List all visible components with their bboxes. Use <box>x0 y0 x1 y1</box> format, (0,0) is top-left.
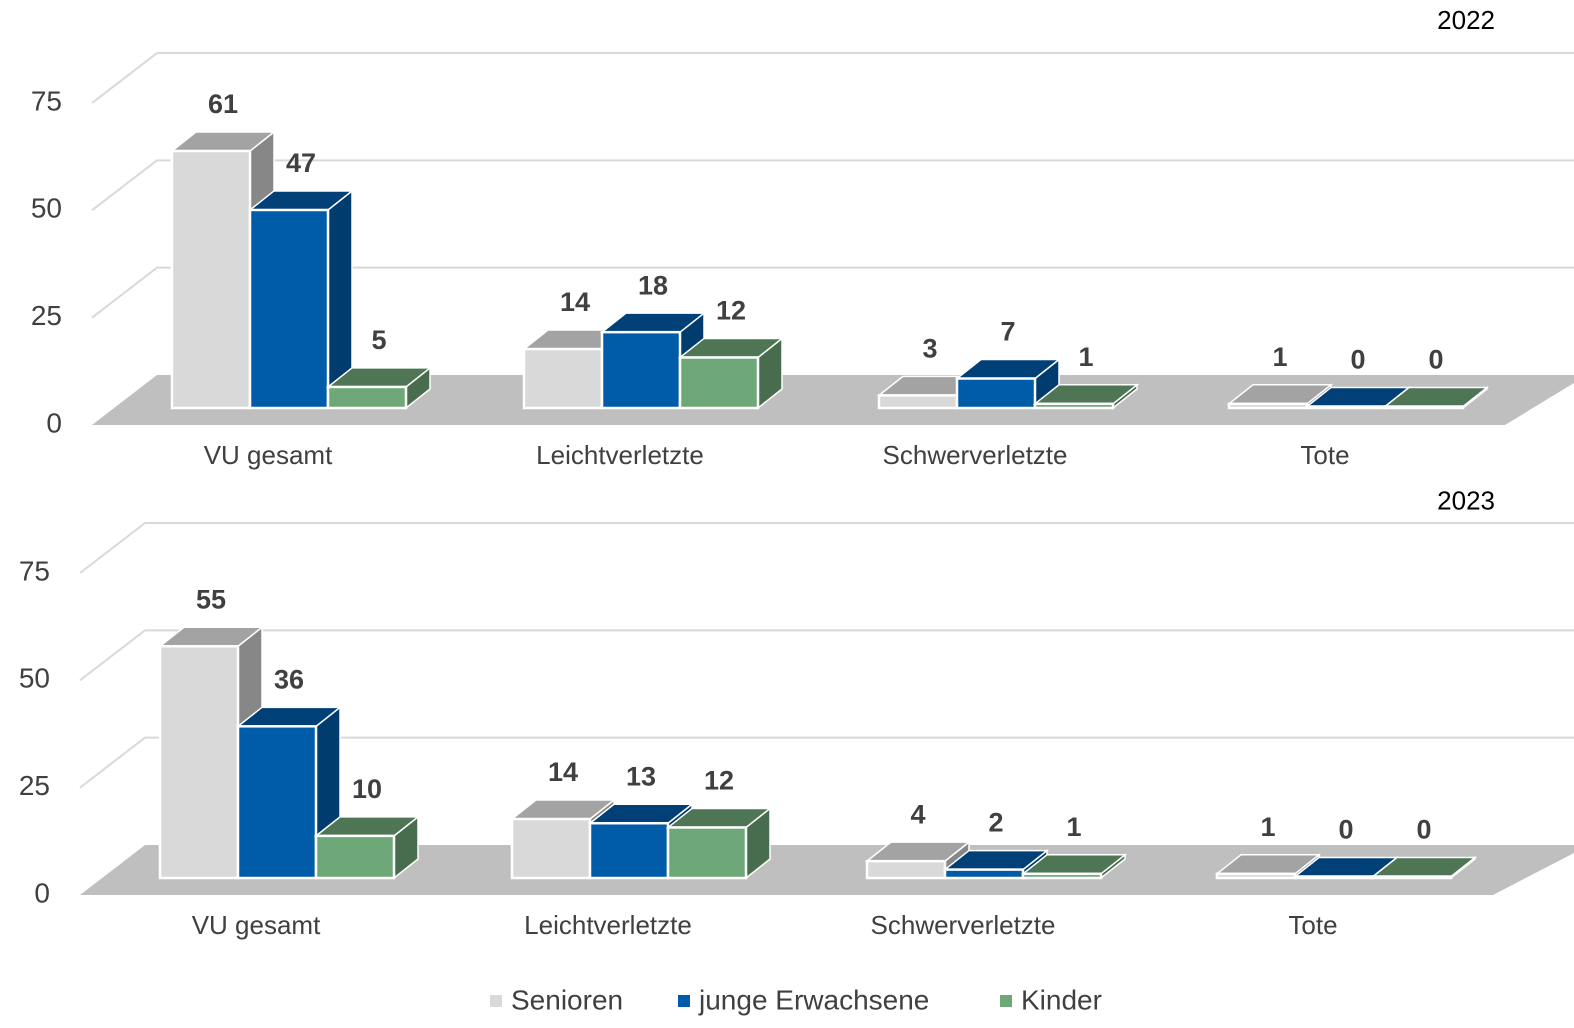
value-label: 0 <box>1416 815 1431 845</box>
chart-title: 2023 <box>1437 486 1495 516</box>
value-label: 14 <box>548 757 578 787</box>
bar-face <box>1371 875 1453 880</box>
bar-face <box>326 385 408 410</box>
grid-line <box>79 736 1574 789</box>
bar-face <box>510 817 592 880</box>
x-tick-label: Schwerverletzte <box>871 910 1056 940</box>
value-label: 5 <box>371 325 386 355</box>
bar <box>954 357 1062 410</box>
bar-face <box>943 868 1025 880</box>
bar-face <box>314 834 396 880</box>
grid-line <box>79 629 1574 682</box>
bar <box>1032 383 1140 410</box>
y-tick-label: 50 <box>31 193 62 224</box>
y-tick-label: 0 <box>46 407 62 438</box>
bar-face <box>678 356 760 410</box>
value-label: 1 <box>1078 342 1093 372</box>
x-tick-label: Leichtverletzte <box>524 910 692 940</box>
legend-swatch <box>678 995 690 1007</box>
grid-line <box>91 159 1574 212</box>
value-label: 1 <box>1260 812 1275 842</box>
bar-face <box>1383 405 1465 410</box>
value-label: 0 <box>1350 345 1365 375</box>
value-label: 47 <box>286 148 316 178</box>
value-label: 4 <box>910 799 925 829</box>
value-label: 3 <box>922 333 937 363</box>
bar-face <box>1021 872 1103 880</box>
bar-face <box>170 149 252 410</box>
value-label: 55 <box>196 584 226 614</box>
floor <box>80 845 1574 895</box>
value-label: 2 <box>988 808 1003 838</box>
bar-face <box>955 377 1037 410</box>
bar <box>1370 855 1478 880</box>
value-label: 12 <box>704 766 734 796</box>
y-tick-label: 75 <box>19 555 50 586</box>
bar-face <box>588 821 670 880</box>
bar-face <box>236 725 318 880</box>
value-label: 12 <box>716 296 746 326</box>
bar <box>599 311 707 410</box>
bar-face <box>1305 405 1387 410</box>
y-tick-label: 75 <box>31 85 62 116</box>
bar-face <box>865 859 947 880</box>
legend-label: Kinder <box>1021 984 1102 1015</box>
value-label: 1 <box>1272 342 1287 372</box>
x-tick-label: VU gesamt <box>204 440 333 470</box>
bar <box>1382 385 1490 410</box>
value-label: 0 <box>1338 815 1353 845</box>
legend-swatch <box>490 995 502 1007</box>
value-label: 18 <box>638 270 668 300</box>
x-tick-label: Tote <box>1288 910 1337 940</box>
bar <box>665 806 773 880</box>
x-tick-label: VU gesamt <box>192 910 321 940</box>
value-label: 0 <box>1428 345 1443 375</box>
value-label: 10 <box>352 774 382 804</box>
bar-face <box>1215 872 1297 880</box>
bar <box>247 189 355 410</box>
grid-line <box>79 522 1574 574</box>
x-tick-label: Schwerverletzte <box>883 440 1068 470</box>
grid-line <box>91 266 1574 319</box>
bar-face <box>1293 875 1375 880</box>
y-tick-label: 25 <box>19 770 50 801</box>
bar <box>325 366 433 410</box>
bar-face <box>158 645 240 880</box>
bar-face <box>248 208 330 410</box>
grid-line <box>91 52 1574 104</box>
bar-face <box>1033 402 1115 410</box>
bar-face <box>666 826 748 880</box>
x-tick-label: Leichtverletzte <box>536 440 704 470</box>
y-tick-label: 25 <box>31 300 62 331</box>
legend-label: Senioren <box>511 984 623 1015</box>
legend-swatch <box>1000 995 1012 1007</box>
value-label: 7 <box>1000 317 1015 347</box>
value-label: 36 <box>274 664 304 694</box>
value-label: 1 <box>1066 812 1081 842</box>
y-tick-label: 50 <box>19 663 50 694</box>
legend-label: junge Erwachsene <box>698 984 929 1015</box>
floor <box>92 375 1574 425</box>
bar-face <box>522 347 604 410</box>
chart-title: 2022 <box>1437 5 1495 35</box>
y-tick-label: 0 <box>34 877 50 908</box>
value-label: 13 <box>626 761 656 791</box>
bar <box>313 815 421 880</box>
value-label: 14 <box>560 287 590 317</box>
bar-face <box>877 394 959 410</box>
bar-face <box>1227 402 1309 410</box>
bar <box>677 336 785 410</box>
value-label: 61 <box>208 89 238 119</box>
x-tick-label: Tote <box>1300 440 1349 470</box>
bar <box>1020 853 1128 880</box>
bar-face <box>600 330 682 410</box>
